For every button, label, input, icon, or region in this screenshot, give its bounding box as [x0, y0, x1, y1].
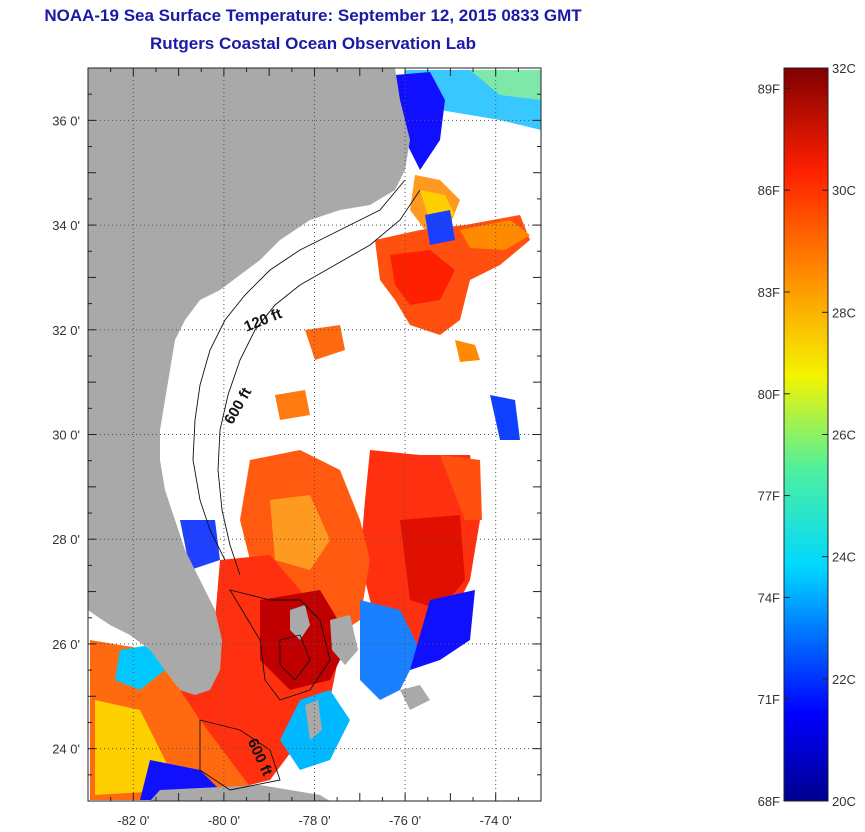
colorbar-c-label: 26C [832, 428, 856, 443]
lat-tick-label: 34 0' [52, 218, 80, 233]
lat-tick-label: 32 0' [52, 323, 80, 338]
lat-tick-label: 30 0' [52, 428, 80, 443]
colorbar-f-label: 86F [758, 183, 780, 198]
lon-tick-label: -82 0' [117, 813, 149, 828]
colorbar-c-label: 24C [832, 550, 856, 565]
lon-tick-label: -74 0' [480, 813, 512, 828]
map-subtitle: Rutgers Coastal Ocean Observation Lab [150, 34, 476, 53]
colorbar-f-label: 83F [758, 285, 780, 300]
lon-tick-label: -76 0' [389, 813, 421, 828]
colorbar-c-label: 20C [832, 794, 856, 809]
lon-tick-label: -80 0' [208, 813, 240, 828]
colorbar-c-label: 22C [832, 672, 856, 687]
map-title: NOAA-19 Sea Surface Temperature: Septemb… [44, 6, 582, 25]
colorbar-f-label: 68F [758, 794, 780, 809]
colorbar-c-label: 30C [832, 183, 856, 198]
colorbar-f-label: 77F [758, 489, 780, 504]
lat-tick-label: 36 0' [52, 113, 80, 128]
map-axis-labels: -82 0' -80 0' -78 0' -76 0' -74 0' 36 0' 34 0'… [52, 113, 512, 828]
colorbar-celsius-labels: 32C 30C 28C 26C 24C 22C 20C [822, 61, 856, 809]
map-ticks [87, 67, 542, 802]
lat-tick-label: 28 0' [52, 532, 80, 547]
colorbar-f-label: 74F [758, 590, 780, 605]
colorbar-f-label: 89F [758, 81, 780, 96]
bathymetry-contours [192, 179, 421, 791]
colorbar-fahrenheit-labels: 89F 86F 83F 80F 77F 74F 71F 68F [758, 81, 790, 809]
lat-tick-label: 26 0' [52, 637, 80, 652]
lon-tick-label: -78 0' [298, 813, 330, 828]
colorbar-c-label: 28C [832, 305, 856, 320]
sst-data-layer [90, 70, 541, 800]
colorbar-f-label: 80F [758, 387, 780, 402]
colorbar-c-label: 32C [832, 61, 856, 76]
lat-tick-label: 24 0' [52, 742, 80, 757]
colorbar-gradient [784, 68, 828, 801]
colorbar-f-label: 71F [758, 692, 780, 707]
